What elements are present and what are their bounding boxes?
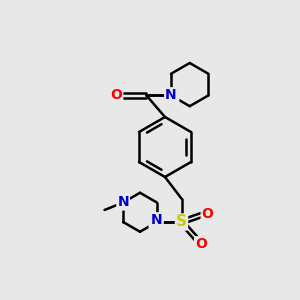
Text: S: S (176, 214, 187, 230)
Text: N: N (165, 88, 177, 102)
Text: N: N (167, 88, 178, 102)
Text: O: O (202, 208, 214, 221)
Text: N: N (151, 214, 163, 227)
Text: N: N (117, 196, 129, 209)
Text: O: O (195, 237, 207, 251)
Text: O: O (110, 88, 122, 102)
Text: N: N (150, 214, 161, 227)
